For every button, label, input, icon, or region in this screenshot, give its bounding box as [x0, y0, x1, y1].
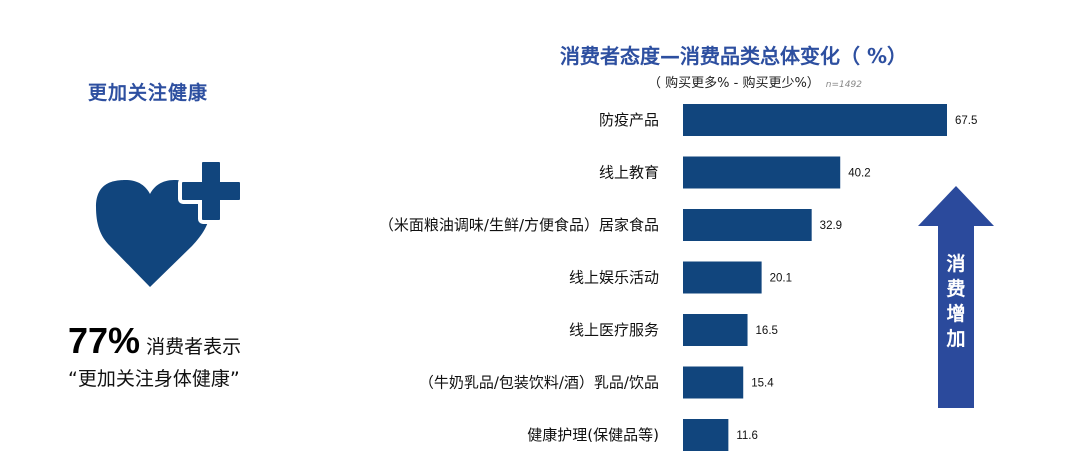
data-label: 40.2 — [848, 168, 870, 180]
chart-subtitle: （ 购买更多% - 购买更少%） n=1492 — [648, 72, 862, 91]
stat-block: 77% 消费者表示 “更加关注身体健康” — [68, 320, 308, 391]
stat-text: 消费者表示 — [146, 336, 242, 358]
arrow-label: 消 费 增 加 — [918, 252, 994, 352]
bar — [683, 104, 947, 136]
data-label: 67.5 — [955, 115, 977, 127]
arrow-char: 增 — [946, 303, 966, 325]
data-label: 20.1 — [770, 273, 792, 285]
data-label: 15.4 — [751, 378, 774, 390]
bar — [683, 419, 729, 451]
stat-quote: “更加关注身体健康” — [68, 368, 240, 390]
chart-subtitle-text: （ 购买更多% - 购买更少%） — [648, 76, 820, 91]
data-label: 16.5 — [756, 325, 778, 337]
data-label: 11.6 — [736, 430, 758, 442]
sample-size-note: n=1492 — [825, 80, 862, 90]
bar — [683, 156, 841, 189]
category-label: （米面粮油调味/生鲜/方便食品）居家食品 — [379, 216, 659, 234]
bar — [683, 366, 744, 399]
stat-value: 77% — [68, 320, 141, 361]
left-title: 更加关注健康 — [88, 82, 209, 104]
category-label: 线上教育 — [599, 164, 659, 182]
chart-title: 消费者态度—消费品类总体变化（ %） — [560, 44, 908, 68]
arrow-char: 加 — [946, 328, 966, 350]
arrow-char: 费 — [946, 278, 966, 300]
arrow-char: 消 — [946, 253, 966, 275]
category-label: 线上娱乐活动 — [569, 269, 659, 287]
data-label: 32.9 — [820, 220, 842, 232]
bar — [683, 261, 762, 294]
category-label: 线上医疗服务 — [569, 321, 659, 339]
category-label: （牛奶乳品/包装饮料/酒）乳品/饮品 — [419, 374, 659, 392]
bar — [683, 314, 748, 346]
up-arrow-icon — [918, 186, 994, 408]
category-label: 健康护理(保健品等) — [527, 426, 659, 444]
heart-plus-icon — [88, 152, 258, 297]
increase-arrow: 消 费 增 加 — [918, 186, 994, 408]
bar — [683, 209, 812, 241]
category-label: 防疫产品 — [599, 111, 659, 129]
